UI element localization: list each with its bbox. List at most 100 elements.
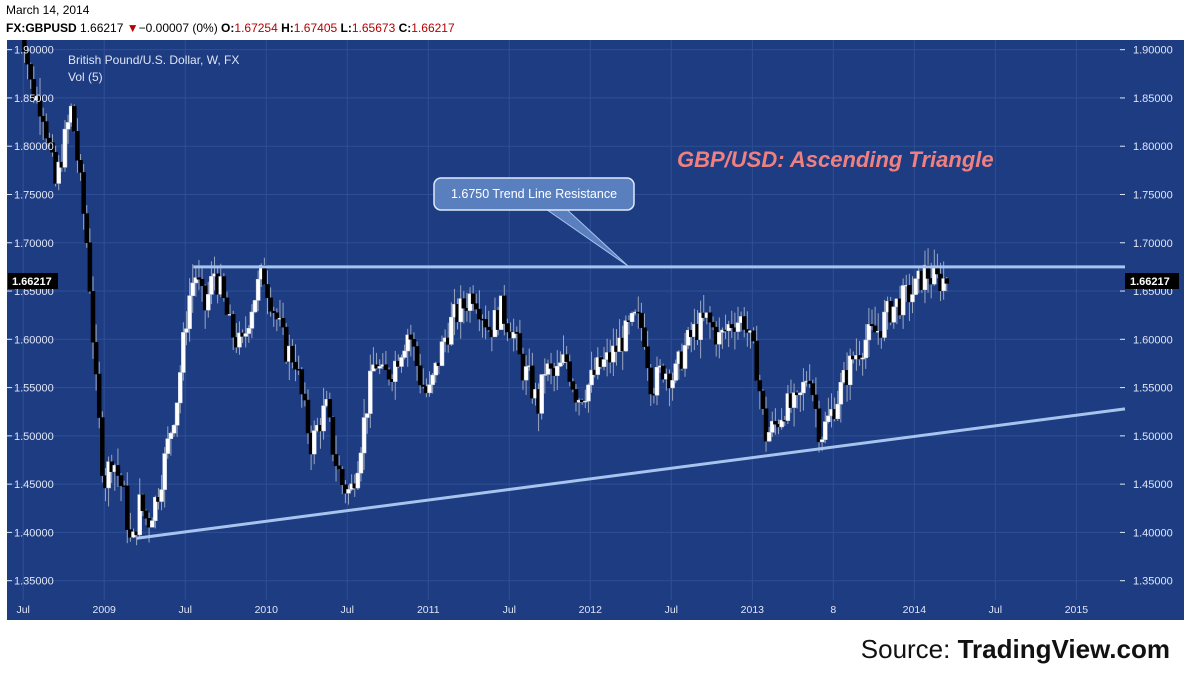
candle-up xyxy=(249,311,255,329)
candle-down xyxy=(517,333,523,355)
candle-down xyxy=(140,494,146,512)
candle-down xyxy=(340,468,345,486)
y-tick-label: 1.90000 xyxy=(14,45,54,57)
left-price-axis-labels: 1.35000 1.40000 1.45000 1.50000 1.55000 1.600… xyxy=(7,45,54,588)
candle-up xyxy=(523,366,529,381)
candle-up xyxy=(137,494,142,536)
candle-up xyxy=(171,424,177,434)
candle-up xyxy=(835,403,840,420)
candle-up xyxy=(941,278,946,291)
candle-up xyxy=(206,294,211,311)
low-value: 1.65673 xyxy=(351,21,396,35)
y-tick-label: 1.85000 xyxy=(14,93,54,105)
candle-up xyxy=(589,369,594,386)
candle-down xyxy=(81,172,86,214)
candle-up xyxy=(539,374,544,414)
candle-up xyxy=(685,329,691,346)
x-tick-label: Jul xyxy=(16,604,29,616)
candle-up xyxy=(56,161,61,184)
candle-down xyxy=(760,390,766,409)
high-value: 1.67405 xyxy=(293,21,338,35)
candle-down xyxy=(302,393,308,401)
candle-up xyxy=(798,392,803,396)
candle-up xyxy=(779,419,784,428)
candle-up xyxy=(237,332,242,348)
last-price-label-left: 1.66217 xyxy=(12,276,52,288)
price-chart[interactable]: 1.35000 1.40000 1.45000 1.50000 1.55000 1.600… xyxy=(0,40,1184,620)
candle-down xyxy=(37,95,43,117)
close-value: 1.66217 xyxy=(411,21,455,35)
candle-up xyxy=(392,360,398,382)
candle-up xyxy=(405,334,410,352)
time-axis[interactable] xyxy=(7,600,1125,620)
candle-up xyxy=(62,128,68,168)
candle-up xyxy=(623,320,629,352)
candle-down xyxy=(773,420,778,425)
candle-down xyxy=(44,121,49,139)
candle-up xyxy=(511,332,516,339)
candle-down xyxy=(40,115,46,122)
candle-down xyxy=(417,365,423,386)
candle-down xyxy=(230,314,236,338)
x-tick-label: 2015 xyxy=(1065,604,1089,616)
candle-up xyxy=(181,332,186,373)
candle-up xyxy=(449,316,454,345)
candle-down xyxy=(505,323,510,333)
resistance-callout[interactable]: 1.6750 Trend Line Resistance xyxy=(433,177,635,267)
candle-up xyxy=(583,400,588,403)
candle-down xyxy=(125,485,130,530)
candle-up xyxy=(346,489,351,494)
candle-up xyxy=(439,341,445,366)
x-tick-label: Jul xyxy=(665,604,678,616)
x-tick-label: 2014 xyxy=(903,604,927,616)
candle-up xyxy=(822,421,828,440)
grid-lines xyxy=(7,40,1125,600)
candle-up xyxy=(252,300,258,313)
candle-down xyxy=(636,311,641,314)
candle-up xyxy=(190,282,195,296)
close-label: C: xyxy=(398,21,412,35)
chart-date: March 14, 2014 xyxy=(6,3,90,17)
callout-box xyxy=(433,177,635,211)
y-tick-label: 1.40000 xyxy=(14,527,54,539)
candle-down xyxy=(28,63,33,80)
y-tick-label: 1.55000 xyxy=(1133,383,1173,395)
candle-up xyxy=(542,374,548,376)
y-tick-label: 1.40000 xyxy=(1133,527,1173,539)
candle-up xyxy=(399,357,404,367)
candle-up xyxy=(670,380,675,389)
candle-up xyxy=(611,345,616,363)
candle-down xyxy=(530,365,535,399)
candle-down xyxy=(754,340,759,381)
time-axis-labels: Jul 2009 Jul 2010 Jul 2011 Jul 2012 Jul 2013 8 2014… xyxy=(16,604,1088,616)
candle-down xyxy=(810,383,816,396)
candle-down xyxy=(25,51,30,65)
y-tick-label: 1.45000 xyxy=(14,479,54,491)
source-prefix: Source: xyxy=(860,634,958,664)
price-axis[interactable] xyxy=(1125,40,1184,620)
support-trendline[interactable] xyxy=(136,407,1126,540)
candle-up xyxy=(838,382,844,405)
candle-down xyxy=(22,40,27,52)
candle-down xyxy=(386,369,392,380)
x-tick-label: Jul xyxy=(503,604,516,616)
candle-down xyxy=(330,416,336,455)
candle-down xyxy=(710,321,716,328)
last-price: 1.66217 xyxy=(80,21,124,35)
candle-up xyxy=(355,472,361,489)
last-price-label-right: 1.66217 xyxy=(1130,276,1170,288)
candle-down xyxy=(414,346,420,366)
open-value: 1.67254 xyxy=(234,21,278,35)
symbol-name[interactable]: FX:GBPUSD xyxy=(6,21,77,35)
candle-up xyxy=(558,362,563,367)
candle-down xyxy=(293,361,298,370)
candle-down xyxy=(763,408,769,442)
candle-down xyxy=(333,454,339,467)
candle-down xyxy=(72,105,77,132)
candle-up xyxy=(682,345,688,369)
y-tick-label: 1.55000 xyxy=(14,383,54,395)
candle-up xyxy=(187,295,192,329)
down-arrow-icon: ▼ xyxy=(126,21,139,35)
candle-down xyxy=(548,363,554,369)
candle-down xyxy=(93,341,99,375)
